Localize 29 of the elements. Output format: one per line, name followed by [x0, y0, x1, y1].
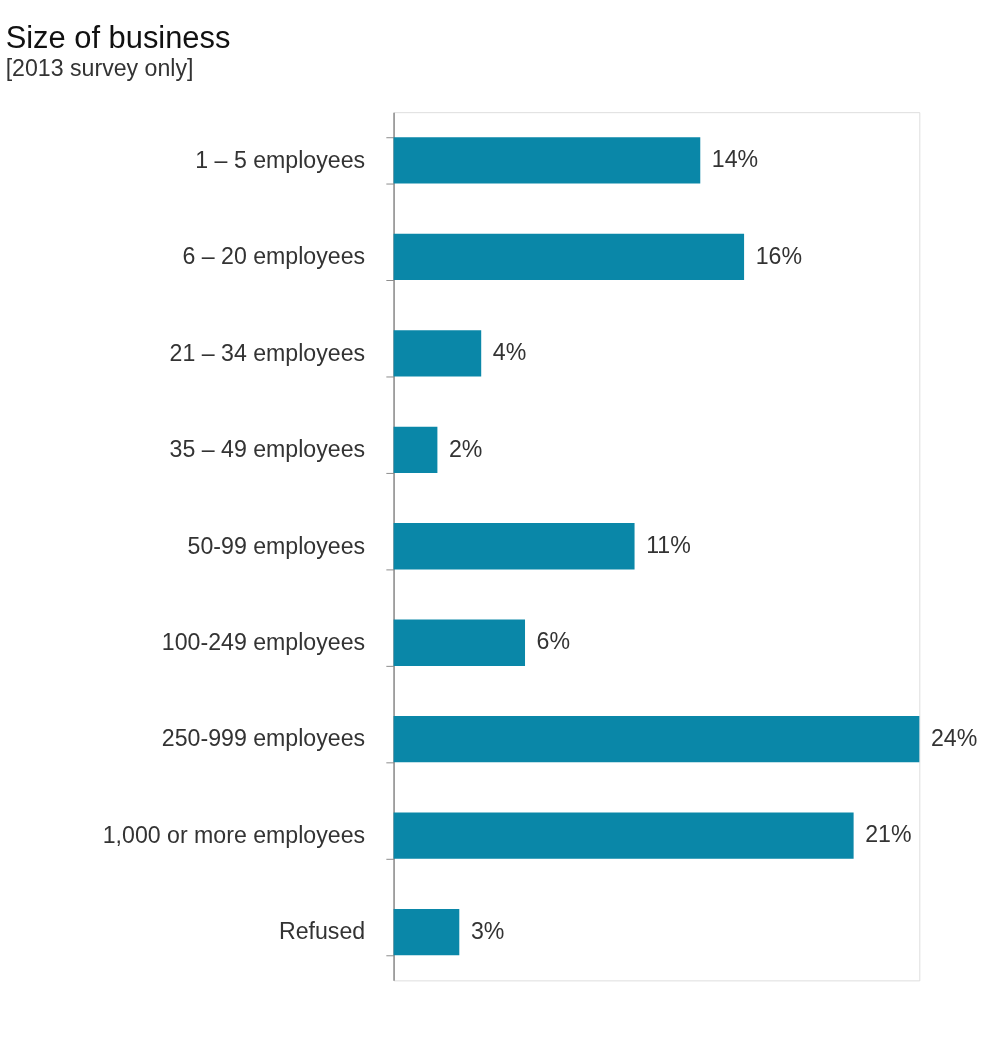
- data-label: 4%: [492, 339, 527, 366]
- data-label: 16%: [755, 242, 802, 269]
- data-label: 21%: [865, 821, 912, 848]
- data-label: 14%: [711, 146, 759, 173]
- y-tick-label: 250-999 employees: [161, 725, 366, 752]
- y-tick-label: 6 – 20 employees: [182, 243, 366, 270]
- bar: [393, 523, 635, 570]
- y-tick-label: 1 – 5 employees: [195, 146, 366, 173]
- y-tick-label: 21 – 34 employees: [169, 339, 366, 366]
- y-tick-label: Refused: [278, 918, 366, 945]
- text: Size of business: [5, 19, 231, 55]
- bar: [393, 812, 854, 859]
- bar: [393, 233, 745, 281]
- y-tick-label: 50-99 employees: [187, 532, 366, 559]
- y-tick-label: 100-249 employees: [161, 628, 366, 655]
- data-label: 11%: [646, 532, 691, 559]
- data-label: 3%: [470, 917, 505, 944]
- bar: [393, 330, 482, 377]
- y-tick-label: 35 – 49 employees: [169, 436, 366, 463]
- data-label: 6%: [536, 628, 571, 655]
- data-label: 2%: [448, 435, 483, 462]
- bar: [393, 619, 526, 666]
- bar: [393, 426, 438, 473]
- data-label: 24%: [930, 724, 978, 751]
- y-tick-label: 1,000 or more employees: [102, 821, 366, 848]
- bar: [393, 908, 460, 956]
- text: [2013 survey only]: [5, 54, 194, 81]
- bar: [393, 716, 920, 763]
- bar: [393, 137, 701, 184]
